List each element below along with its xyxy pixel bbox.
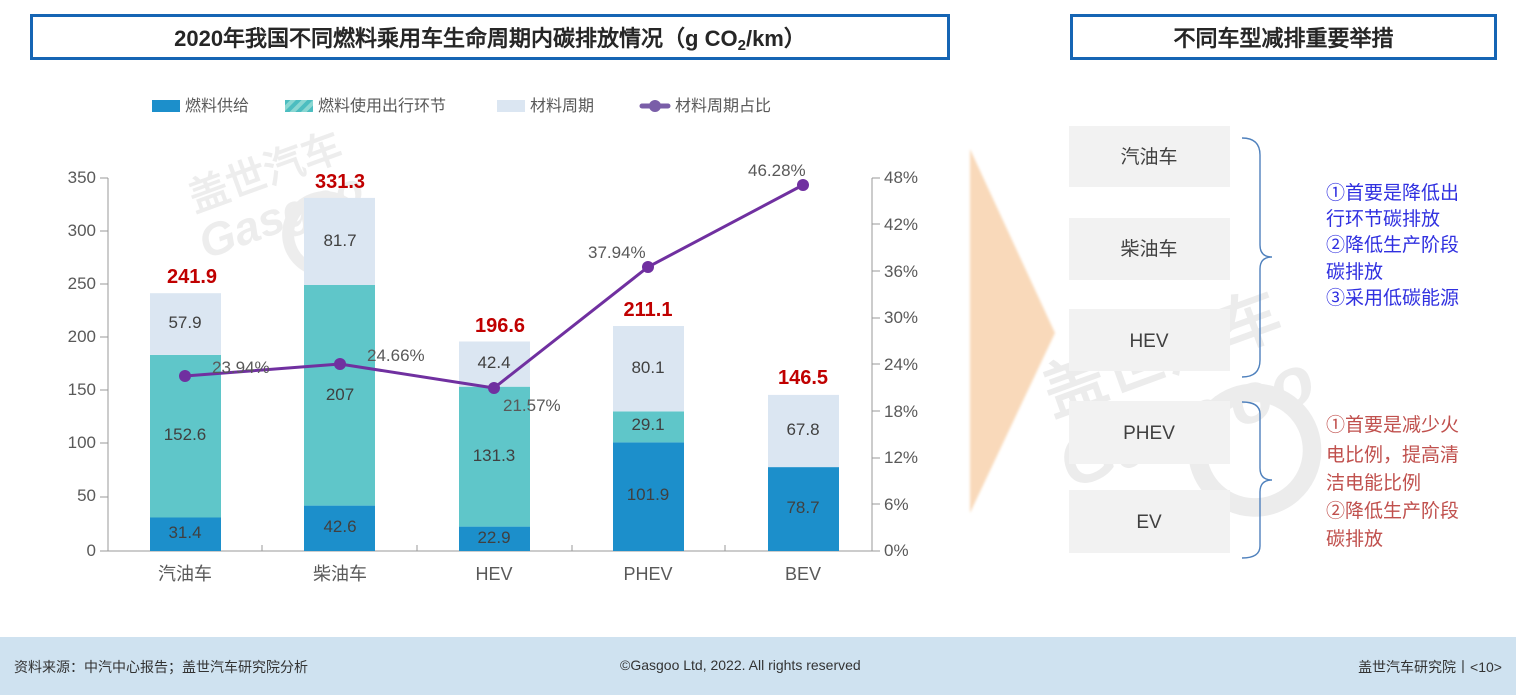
svg-text:①首要是减少火: ①首要是减少火 [1326,414,1459,436]
svg-text:18%: 18% [884,402,918,421]
svg-text:78.7: 78.7 [786,498,819,517]
svg-text:24.66%: 24.66% [367,346,425,365]
svg-text:67.8: 67.8 [786,420,819,439]
svg-text:洁电能比例: 洁电能比例 [1326,472,1421,494]
svg-text:①首要是降低出: ①首要是降低出 [1326,182,1459,204]
svg-text:196.6: 196.6 [475,315,525,337]
svg-text:HEV: HEV [475,564,512,584]
svg-text:12%: 12% [884,448,918,467]
svg-text:材料周期: 材料周期 [530,97,594,115]
svg-text:211.1: 211.1 [624,299,673,321]
svg-text:37.94%: 37.94% [588,243,646,262]
svg-text:101.9: 101.9 [627,485,670,504]
svg-text:81.7: 81.7 [323,231,356,250]
svg-text:250: 250 [68,274,96,293]
svg-text:29.1: 29.1 [631,415,664,434]
svg-text:柴油车: 柴油车 [313,564,367,584]
svg-text:31.4: 31.4 [168,523,201,542]
svg-text:EV: EV [1136,512,1162,533]
svg-text:131.3: 131.3 [473,446,516,465]
svg-text:331.3: 331.3 [315,171,365,193]
svg-text:PHEV: PHEV [1123,423,1175,444]
svg-text:350: 350 [68,168,96,187]
svg-text:146.5: 146.5 [778,367,828,389]
svg-text:207: 207 [326,385,354,404]
svg-text:碳排放: 碳排放 [1326,528,1383,550]
svg-text:②降低生产阶段: ②降低生产阶段 [1326,234,1459,256]
svg-text:燃料供给: 燃料供给 [185,97,249,115]
svg-text:50: 50 [77,486,96,505]
svg-text:42.6: 42.6 [323,517,356,536]
svg-text:汽油车: 汽油车 [1120,146,1177,168]
svg-text:42%: 42% [884,215,918,234]
svg-text:燃料使用出行环节: 燃料使用出行环节 [318,97,446,115]
svg-text:42.4: 42.4 [477,353,510,372]
svg-text:36%: 36% [884,262,918,281]
svg-text:57.9: 57.9 [168,313,201,332]
svg-text:152.6: 152.6 [164,425,207,444]
svg-text:柴油车: 柴油车 [1120,238,1177,260]
svg-text:21.57%: 21.57% [503,396,561,415]
svg-text:200: 200 [68,327,96,346]
svg-text:行环节碳排放: 行环节碳排放 [1326,208,1440,230]
svg-text:30%: 30% [884,308,918,327]
svg-text:48%: 48% [884,168,918,187]
svg-text:46.28%: 46.28% [748,161,806,180]
svg-text:0: 0 [87,541,96,560]
svg-text:80.1: 80.1 [631,358,664,377]
svg-text:BEV: BEV [785,564,821,584]
svg-text:100: 100 [68,433,96,452]
svg-text:150: 150 [68,380,96,399]
svg-text:②降低生产阶段: ②降低生产阶段 [1326,500,1459,522]
svg-text:24%: 24% [884,355,918,374]
svg-text:300: 300 [68,221,96,240]
svg-text:6%: 6% [884,495,909,514]
svg-text:22.9: 22.9 [477,528,510,547]
svg-text:241.9: 241.9 [167,266,217,288]
svg-text:③采用低碳能源: ③采用低碳能源 [1326,287,1459,309]
svg-text:23.94%: 23.94% [212,358,270,377]
svg-text:汽油车: 汽油车 [158,564,212,584]
svg-text:材料周期占比: 材料周期占比 [675,97,771,115]
svg-text:HEV: HEV [1129,331,1168,352]
svg-text:电比例，提高清: 电比例，提高清 [1326,444,1459,466]
svg-text:PHEV: PHEV [623,564,672,584]
svg-text:碳排放: 碳排放 [1326,261,1383,283]
svg-text:0%: 0% [884,541,909,560]
